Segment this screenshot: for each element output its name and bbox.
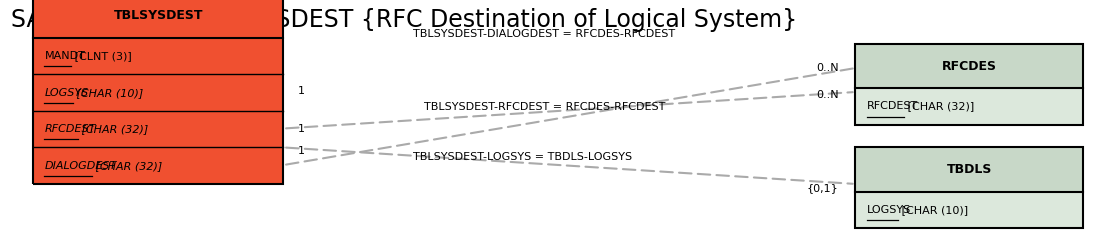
FancyBboxPatch shape <box>855 88 1083 125</box>
Text: 1: 1 <box>298 86 304 96</box>
Text: RFCDEST: RFCDEST <box>867 102 918 111</box>
FancyBboxPatch shape <box>855 192 1083 228</box>
Text: TBLSYSDEST-DIALOGDEST = RFCDES-RFCDEST: TBLSYSDEST-DIALOGDEST = RFCDES-RFCDEST <box>413 29 675 39</box>
Text: SAP ABAP table TBLSYSDEST {RFC Destination of Logical System}: SAP ABAP table TBLSYSDEST {RFC Destinati… <box>11 8 798 32</box>
Text: TBLSYSDEST: TBLSYSDEST <box>113 9 203 22</box>
Text: [CLNT (3)]: [CLNT (3)] <box>71 51 132 61</box>
Text: TBLSYSDEST-RFCDEST = RFCDES-RFCDEST: TBLSYSDEST-RFCDEST = RFCDES-RFCDEST <box>423 102 665 112</box>
Text: [CHAR (32)]: [CHAR (32)] <box>78 124 148 134</box>
Text: [CHAR (10)]: [CHAR (10)] <box>899 205 969 215</box>
Text: [CHAR (32)]: [CHAR (32)] <box>92 161 162 171</box>
Text: 0..N: 0..N <box>817 89 839 100</box>
Text: RFCDES: RFCDES <box>942 60 997 73</box>
Text: TBDLS: TBDLS <box>947 163 992 176</box>
Text: 0..N: 0..N <box>817 63 839 73</box>
Text: RFCDEST: RFCDEST <box>44 124 96 134</box>
Text: 1: 1 <box>298 146 304 156</box>
FancyBboxPatch shape <box>33 38 283 74</box>
FancyBboxPatch shape <box>33 0 283 38</box>
Text: [CHAR (10)]: [CHAR (10)] <box>73 88 143 98</box>
Text: TBLSYSDEST-LOGSYS = TBDLS-LOGSYS: TBLSYSDEST-LOGSYS = TBDLS-LOGSYS <box>412 152 632 163</box>
FancyBboxPatch shape <box>33 147 283 184</box>
FancyBboxPatch shape <box>855 44 1083 88</box>
Text: LOGSYS: LOGSYS <box>44 88 89 98</box>
Text: [CHAR (32)]: [CHAR (32)] <box>903 102 974 111</box>
Text: 1: 1 <box>298 123 304 134</box>
FancyBboxPatch shape <box>855 147 1083 192</box>
Text: {0,1}: {0,1} <box>807 183 839 193</box>
Text: DIALOGDEST: DIALOGDEST <box>44 161 117 171</box>
Text: LOGSYS: LOGSYS <box>867 205 911 215</box>
FancyBboxPatch shape <box>33 111 283 147</box>
Text: MANDT: MANDT <box>44 51 86 61</box>
FancyBboxPatch shape <box>33 74 283 111</box>
